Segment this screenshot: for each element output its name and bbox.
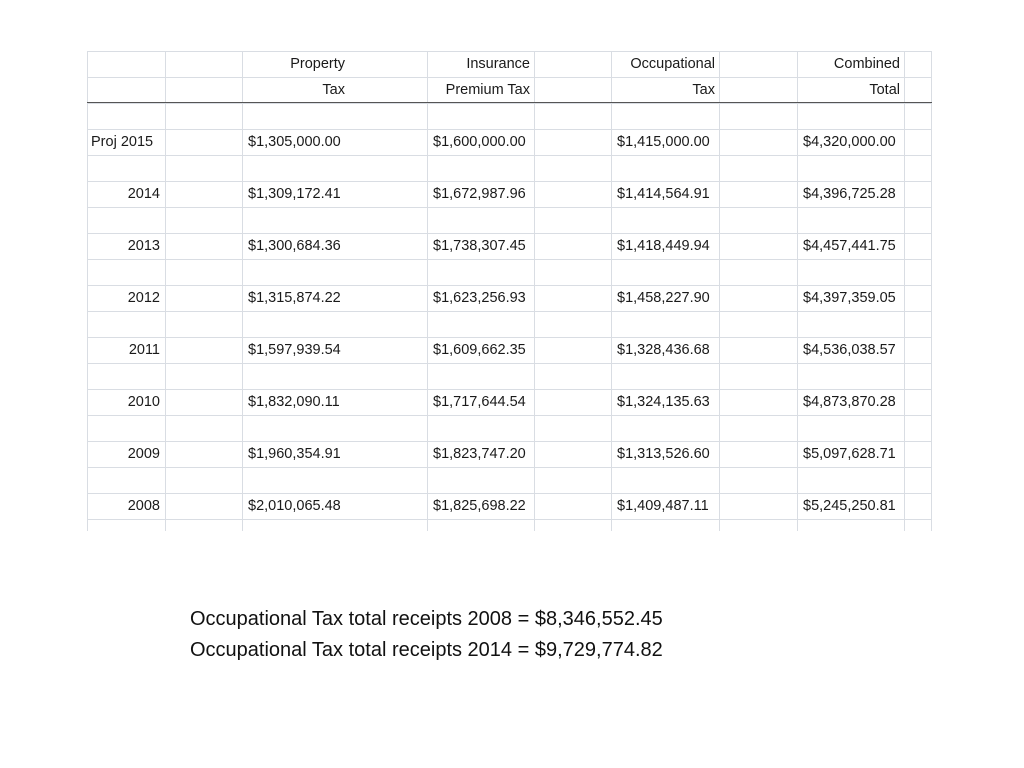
row-insurance: $1,600,000.00 bbox=[433, 134, 526, 150]
header-insurance-line2: Premium Tax bbox=[445, 82, 530, 98]
row-insurance: $1,623,256.93 bbox=[433, 290, 526, 306]
row-total: $4,873,870.28 bbox=[803, 394, 896, 410]
header-row-1: Property Insurance Occupational Combined bbox=[87, 51, 932, 77]
row-total: $4,536,038.57 bbox=[803, 342, 896, 358]
row-insurance: $1,609,662.35 bbox=[433, 342, 526, 358]
grid-line bbox=[611, 51, 612, 531]
row-year: Proj 2015 bbox=[91, 134, 154, 150]
table-row: 2013 $1,300,684.36 $1,738,307.45 $1,418,… bbox=[87, 233, 932, 259]
row-year: 2013 bbox=[127, 238, 160, 254]
grid-line bbox=[931, 51, 932, 531]
spacer-row bbox=[87, 155, 932, 181]
row-year: 2010 bbox=[127, 394, 160, 410]
header-property: Property bbox=[290, 56, 345, 72]
row-year: 2009 bbox=[127, 446, 160, 462]
row-property: $1,309,172.41 bbox=[248, 186, 341, 202]
row-occupational: $1,418,449.94 bbox=[617, 238, 710, 254]
tax-spreadsheet: Property Insurance Occupational Combined… bbox=[87, 51, 932, 531]
row-year: 2008 bbox=[127, 498, 160, 514]
table-row: 2008 $2,010,065.48 $1,825,698.22 $1,409,… bbox=[87, 493, 932, 519]
row-property: $1,315,874.22 bbox=[248, 290, 341, 306]
row-insurance: $1,717,644.54 bbox=[433, 394, 526, 410]
row-occupational: $1,324,135.63 bbox=[617, 394, 710, 410]
row-total: $4,320,000.00 bbox=[803, 134, 896, 150]
row-insurance: $1,825,698.22 bbox=[433, 498, 526, 514]
spacer-row bbox=[87, 259, 932, 285]
spacer-row bbox=[87, 103, 932, 129]
grid-line bbox=[719, 51, 720, 531]
row-total: $5,097,628.71 bbox=[803, 446, 896, 462]
grid-line bbox=[87, 51, 88, 531]
header-row-2: Tax Premium Tax Tax Total bbox=[87, 77, 932, 103]
row-occupational: $1,458,227.90 bbox=[617, 290, 710, 306]
header-insurance: Insurance bbox=[466, 56, 530, 72]
table-row: 2014 $1,309,172.41 $1,672,987.96 $1,414,… bbox=[87, 181, 932, 207]
row-property: $1,300,684.36 bbox=[248, 238, 341, 254]
row-total: $4,397,359.05 bbox=[803, 290, 896, 306]
grid-line bbox=[165, 51, 166, 531]
header-occupational: Occupational bbox=[630, 56, 715, 72]
grid-line bbox=[242, 51, 243, 531]
row-year: 2012 bbox=[127, 290, 160, 306]
row-property: $1,305,000.00 bbox=[248, 134, 341, 150]
spacer-row bbox=[87, 415, 932, 441]
spacer-row bbox=[87, 363, 932, 389]
row-insurance: $1,823,747.20 bbox=[433, 446, 526, 462]
header-combined: Combined bbox=[833, 56, 900, 72]
row-occupational: $1,414,564.91 bbox=[617, 186, 710, 202]
table-row: Proj 2015 $1,305,000.00 $1,600,000.00 $1… bbox=[87, 129, 932, 155]
row-total: $4,396,725.28 bbox=[803, 186, 896, 202]
note-2014: Occupational Tax total receipts 2014 = $… bbox=[190, 639, 663, 661]
row-occupational: $1,313,526.60 bbox=[617, 446, 710, 462]
header-occupational-line2: Tax bbox=[692, 82, 715, 98]
table-row: 2011 $1,597,939.54 $1,609,662.35 $1,328,… bbox=[87, 337, 932, 363]
row-occupational: $1,409,487.11 bbox=[617, 498, 709, 514]
spacer-row bbox=[87, 467, 932, 493]
grid-line bbox=[534, 51, 535, 531]
spacer-row bbox=[87, 311, 932, 337]
row-occupational: $1,328,436.68 bbox=[617, 342, 710, 358]
row-year: 2014 bbox=[127, 186, 160, 202]
row-insurance: $1,672,987.96 bbox=[433, 186, 526, 202]
table-row: 2010 $1,832,090.11 $1,717,644.54 $1,324,… bbox=[87, 389, 932, 415]
grid-line bbox=[427, 51, 428, 531]
grid-line bbox=[904, 51, 905, 531]
row-property: $2,010,065.48 bbox=[248, 498, 341, 514]
note-2008: Occupational Tax total receipts 2008 = $… bbox=[190, 608, 663, 630]
spacer-row bbox=[87, 207, 932, 233]
row-insurance: $1,738,307.45 bbox=[433, 238, 526, 254]
row-total: $5,245,250.81 bbox=[803, 498, 896, 514]
row-year: 2011 bbox=[128, 342, 160, 358]
header-property-line2: Tax bbox=[322, 82, 345, 98]
row-property: $1,832,090.11 bbox=[248, 394, 340, 410]
row-property: $1,597,939.54 bbox=[248, 342, 341, 358]
header-combined-line2: Total bbox=[869, 82, 900, 98]
table-row: 2012 $1,315,874.22 $1,623,256.93 $1,458,… bbox=[87, 285, 932, 311]
grid-line bbox=[797, 51, 798, 531]
row-total: $4,457,441.75 bbox=[803, 238, 896, 254]
row-occupational: $1,415,000.00 bbox=[617, 134, 710, 150]
receipts-notes: Occupational Tax total receipts 2008 = $… bbox=[190, 604, 663, 666]
row-property: $1,960,354.91 bbox=[248, 446, 341, 462]
spacer-row bbox=[87, 519, 932, 531]
table-row: 2009 $1,960,354.91 $1,823,747.20 $1,313,… bbox=[87, 441, 932, 467]
